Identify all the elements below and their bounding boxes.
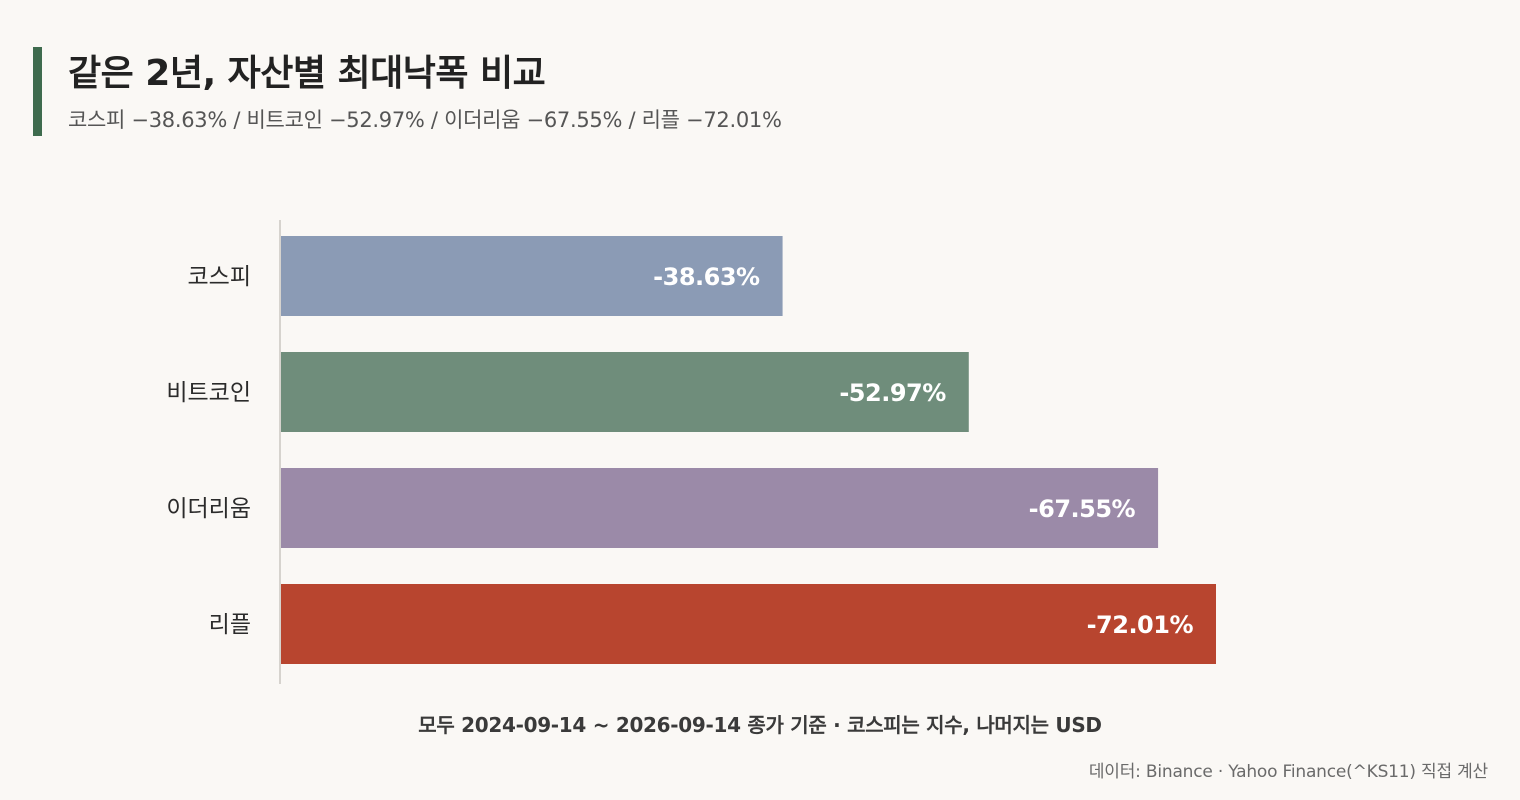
bar-0 — [281, 236, 783, 316]
chart-subtitle: 코스피 −38.63% / 비트코인 −52.97% / 이더리움 −67.55… — [68, 108, 782, 132]
bar-value-label: -67.55% — [1029, 495, 1136, 523]
bar-value-label: -38.63% — [653, 263, 760, 291]
bar-2 — [281, 468, 1159, 548]
category-label: 리플 — [209, 612, 251, 638]
bar-value-label: -52.97% — [839, 379, 946, 407]
title-accent-bar — [33, 47, 42, 136]
category-label: 비트코인 — [166, 380, 251, 406]
bar-value-label: -72.01% — [1087, 611, 1194, 639]
bar-3 — [281, 584, 1216, 664]
data-source-note: 데이터: Binance · Yahoo Finance(^KS11) 직접 계… — [1088, 762, 1488, 782]
x-axis-label: 모두 2024-09-14 ~ 2026-09-14 종가 기준 · 코스피는 … — [418, 713, 1102, 737]
category-label: 이더리움 — [166, 496, 251, 522]
bar-1 — [281, 352, 969, 432]
chart-title: 같은 2년, 자산별 최대낙폭 비교 — [68, 53, 546, 94]
category-label: 코스피 — [188, 264, 251, 290]
